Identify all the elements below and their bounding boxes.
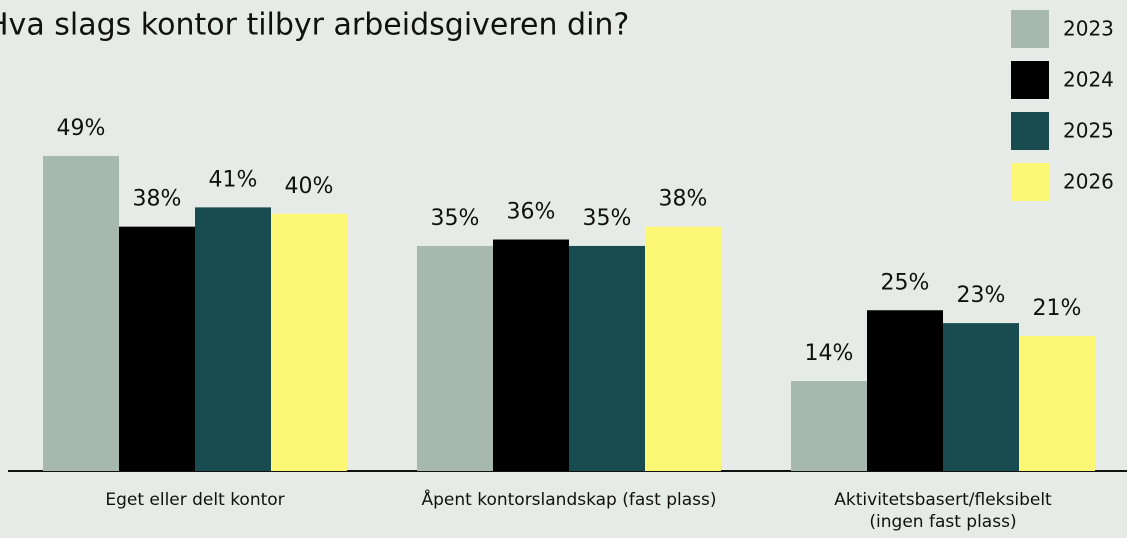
legend-swatch	[1011, 163, 1049, 201]
bar	[943, 323, 1019, 471]
bar	[43, 155, 119, 471]
data-label: 23%	[957, 283, 1006, 308]
data-label: 21%	[1033, 296, 1082, 321]
x-tick-label: Aktivitetsbasert/fleksibelt (ingen fast …	[834, 490, 1052, 532]
bar	[417, 245, 493, 471]
x-tick-label: Åpent kontorslandskap (fast plass)	[421, 490, 717, 510]
bar	[867, 310, 943, 471]
bar	[791, 380, 867, 471]
legend-swatch	[1011, 10, 1049, 48]
data-label: 38%	[133, 187, 182, 212]
legend-label: 2026	[1063, 170, 1114, 194]
legend-swatch	[1011, 61, 1049, 99]
bar	[119, 226, 195, 471]
data-label: 49%	[57, 116, 106, 141]
bar	[645, 226, 721, 471]
data-label: 35%	[431, 206, 480, 231]
chart-title: Hva slags kontor tilbyr arbeidsgiveren d…	[0, 8, 629, 43]
data-label: 38%	[659, 187, 708, 212]
data-label: 35%	[583, 206, 632, 231]
data-label: 14%	[805, 341, 854, 366]
legend-swatch	[1011, 112, 1049, 150]
data-label: 40%	[285, 174, 334, 199]
bar	[271, 213, 347, 472]
data-label: 41%	[209, 167, 258, 192]
legend-label: 2024	[1063, 68, 1114, 92]
legend-label: 2023	[1063, 17, 1114, 41]
data-label: 36%	[507, 200, 556, 225]
legend-label: 2025	[1063, 119, 1114, 143]
bar	[1019, 335, 1095, 471]
x-tick-label: Eget eller delt kontor	[105, 490, 285, 510]
bar	[569, 245, 645, 471]
bar	[493, 239, 569, 471]
data-label: 25%	[881, 270, 930, 295]
bar	[195, 207, 271, 471]
